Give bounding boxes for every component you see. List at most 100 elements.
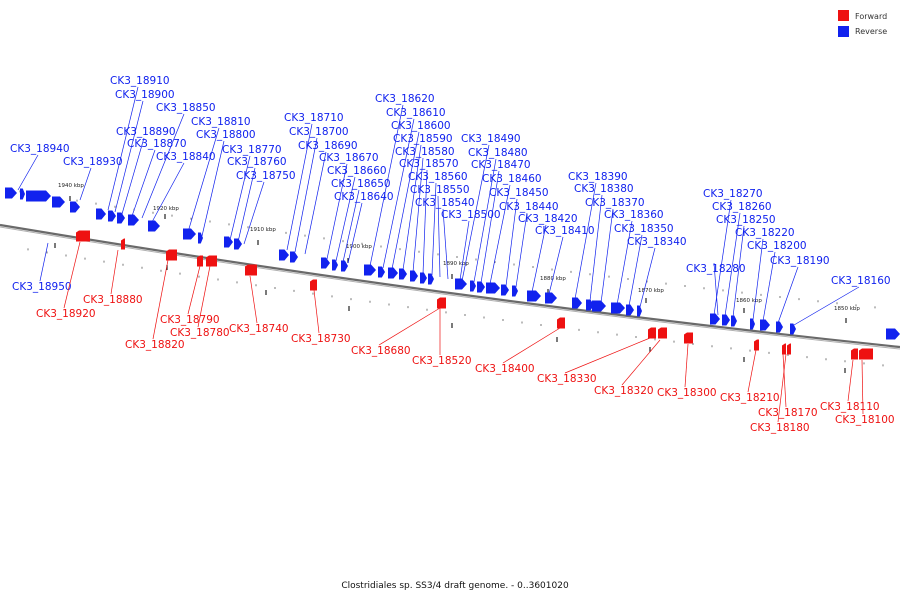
- gene-label-reverse[interactable]: CK3_18700: [289, 126, 349, 138]
- reverse-gene-arrow[interactable]: [117, 212, 125, 224]
- forward-gene-arrow[interactable]: [851, 348, 858, 360]
- gene-label-reverse[interactable]: CK3_18950: [12, 281, 72, 293]
- reverse-gene-arrow[interactable]: [70, 201, 80, 213]
- gene-label-forward[interactable]: CK3_18320: [594, 385, 654, 397]
- reverse-gene-arrow[interactable]: [332, 259, 338, 271]
- gene-label-reverse[interactable]: CK3_18810: [191, 116, 251, 128]
- gene-label-reverse[interactable]: CK3_18650: [331, 178, 391, 190]
- reverse-gene-arrow[interactable]: [20, 188, 25, 200]
- gene-label-reverse[interactable]: CK3_18600: [391, 120, 451, 132]
- forward-gene-arrow[interactable]: [245, 264, 257, 276]
- gene-label-reverse[interactable]: CK3_18350: [614, 223, 674, 235]
- reverse-gene-arrow[interactable]: [290, 251, 298, 263]
- reverse-gene-arrow[interactable]: [410, 270, 418, 282]
- gene-label-reverse[interactable]: CK3_18390: [568, 171, 628, 183]
- reverse-gene-arrow[interactable]: [224, 236, 233, 248]
- reverse-gene-arrow[interactable]: [455, 278, 467, 290]
- reverse-gene-arrow[interactable]: [572, 297, 582, 309]
- gene-label-reverse[interactable]: CK3_18470: [471, 159, 531, 171]
- forward-gene-arrow[interactable]: [684, 332, 693, 344]
- gene-label-forward[interactable]: CK3_18730: [291, 333, 351, 345]
- reverse-gene-arrow[interactable]: [750, 318, 755, 330]
- reverse-gene-arrow[interactable]: [760, 319, 770, 331]
- gene-label-reverse[interactable]: CK3_18160: [831, 275, 891, 287]
- forward-gene-arrow[interactable]: [166, 249, 177, 261]
- gene-label-reverse[interactable]: CK3_18610: [386, 107, 446, 119]
- gene-label-forward[interactable]: CK3_18100: [835, 414, 895, 426]
- gene-label-forward[interactable]: CK3_18880: [83, 294, 143, 306]
- reverse-gene-arrow[interactable]: [388, 267, 398, 279]
- gene-label-reverse[interactable]: CK3_18380: [574, 183, 634, 195]
- gene-label-forward[interactable]: CK3_18170: [758, 407, 818, 419]
- reverse-gene-arrow[interactable]: [198, 232, 203, 244]
- reverse-gene-arrow[interactable]: [128, 214, 139, 226]
- reverse-gene-arrow[interactable]: [886, 328, 900, 340]
- gene-label-reverse[interactable]: CK3_18800: [196, 129, 256, 141]
- gene-label-reverse[interactable]: CK3_18410: [535, 225, 595, 237]
- gene-label-reverse[interactable]: CK3_18370: [585, 197, 645, 209]
- forward-gene-arrow[interactable]: [310, 279, 317, 291]
- reverse-gene-arrow[interactable]: [5, 187, 17, 199]
- reverse-gene-arrow[interactable]: [545, 292, 557, 304]
- forward-gene-arrow[interactable]: [859, 348, 873, 360]
- reverse-gene-arrow[interactable]: [776, 321, 783, 333]
- forward-gene-arrow[interactable]: [648, 327, 656, 339]
- reverse-gene-arrow[interactable]: [341, 260, 348, 272]
- gene-label-reverse[interactable]: CK3_18480: [468, 147, 528, 159]
- gene-label-forward[interactable]: CK3_18210: [720, 392, 780, 404]
- gene-label-reverse[interactable]: CK3_18620: [375, 93, 435, 105]
- reverse-gene-arrow[interactable]: [108, 210, 116, 222]
- gene-label-reverse[interactable]: CK3_18490: [461, 133, 521, 145]
- gene-label-forward[interactable]: CK3_18790: [160, 314, 220, 326]
- reverse-gene-arrow[interactable]: [486, 282, 500, 294]
- gene-label-reverse[interactable]: CK3_18660: [327, 165, 387, 177]
- gene-label-reverse[interactable]: CK3_18560: [408, 171, 468, 183]
- gene-label-reverse[interactable]: CK3_18460: [482, 173, 542, 185]
- gene-label-forward[interactable]: CK3_18920: [36, 308, 96, 320]
- reverse-gene-arrow[interactable]: [321, 257, 330, 269]
- gene-label-forward[interactable]: CK3_18780: [170, 327, 230, 339]
- reverse-gene-arrow[interactable]: [96, 208, 106, 220]
- forward-gene-arrow[interactable]: [787, 343, 791, 355]
- gene-label-reverse[interactable]: CK3_18440: [499, 201, 559, 213]
- gene-label-reverse[interactable]: CK3_18900: [115, 89, 175, 101]
- gene-label-forward[interactable]: CK3_18180: [750, 422, 810, 434]
- gene-label-reverse[interactable]: CK3_18840: [156, 151, 216, 163]
- gene-label-reverse[interactable]: CK3_18930: [63, 156, 123, 168]
- reverse-gene-arrow[interactable]: [722, 314, 730, 326]
- reverse-gene-arrow[interactable]: [234, 238, 242, 250]
- reverse-gene-arrow[interactable]: [790, 323, 796, 335]
- reverse-gene-arrow[interactable]: [501, 284, 509, 296]
- gene-label-forward[interactable]: CK3_18300: [657, 387, 717, 399]
- reverse-gene-arrow[interactable]: [470, 280, 476, 292]
- forward-gene-arrow[interactable]: [754, 339, 759, 351]
- gene-label-reverse[interactable]: CK3_18420: [518, 213, 578, 225]
- forward-gene-arrow[interactable]: [437, 297, 446, 309]
- reverse-gene-arrow[interactable]: [527, 290, 541, 302]
- gene-label-reverse[interactable]: CK3_18360: [604, 209, 664, 221]
- gene-label-reverse[interactable]: CK3_18670: [319, 152, 379, 164]
- gene-label-reverse[interactable]: CK3_18340: [627, 236, 687, 248]
- reverse-gene-arrow[interactable]: [710, 313, 720, 325]
- reverse-gene-arrow[interactable]: [428, 273, 434, 285]
- reverse-gene-arrow[interactable]: [626, 304, 634, 316]
- reverse-gene-arrow[interactable]: [183, 228, 196, 240]
- gene-label-forward[interactable]: CK3_18820: [125, 339, 185, 351]
- gene-label-reverse[interactable]: CK3_18690: [298, 140, 358, 152]
- reverse-gene-arrow[interactable]: [148, 220, 160, 232]
- gene-label-reverse[interactable]: CK3_18540: [415, 197, 475, 209]
- gene-label-reverse[interactable]: CK3_18550: [410, 184, 470, 196]
- forward-gene-arrow[interactable]: [658, 327, 667, 339]
- forward-gene-arrow[interactable]: [197, 255, 203, 267]
- gene-label-reverse[interactable]: CK3_18750: [236, 170, 296, 182]
- gene-label-reverse[interactable]: CK3_18280: [686, 263, 746, 275]
- gene-label-reverse[interactable]: CK3_18710: [284, 112, 344, 124]
- reverse-gene-arrow[interactable]: [420, 272, 427, 284]
- reverse-gene-arrow[interactable]: [52, 196, 65, 208]
- reverse-gene-arrow[interactable]: [611, 302, 625, 314]
- reverse-gene-arrow[interactable]: [279, 249, 289, 261]
- gene-label-reverse[interactable]: CK3_18770: [222, 144, 282, 156]
- gene-label-reverse[interactable]: CK3_18570: [399, 158, 459, 170]
- gene-label-reverse[interactable]: CK3_18910: [110, 75, 170, 87]
- gene-label-forward[interactable]: CK3_18400: [475, 363, 535, 375]
